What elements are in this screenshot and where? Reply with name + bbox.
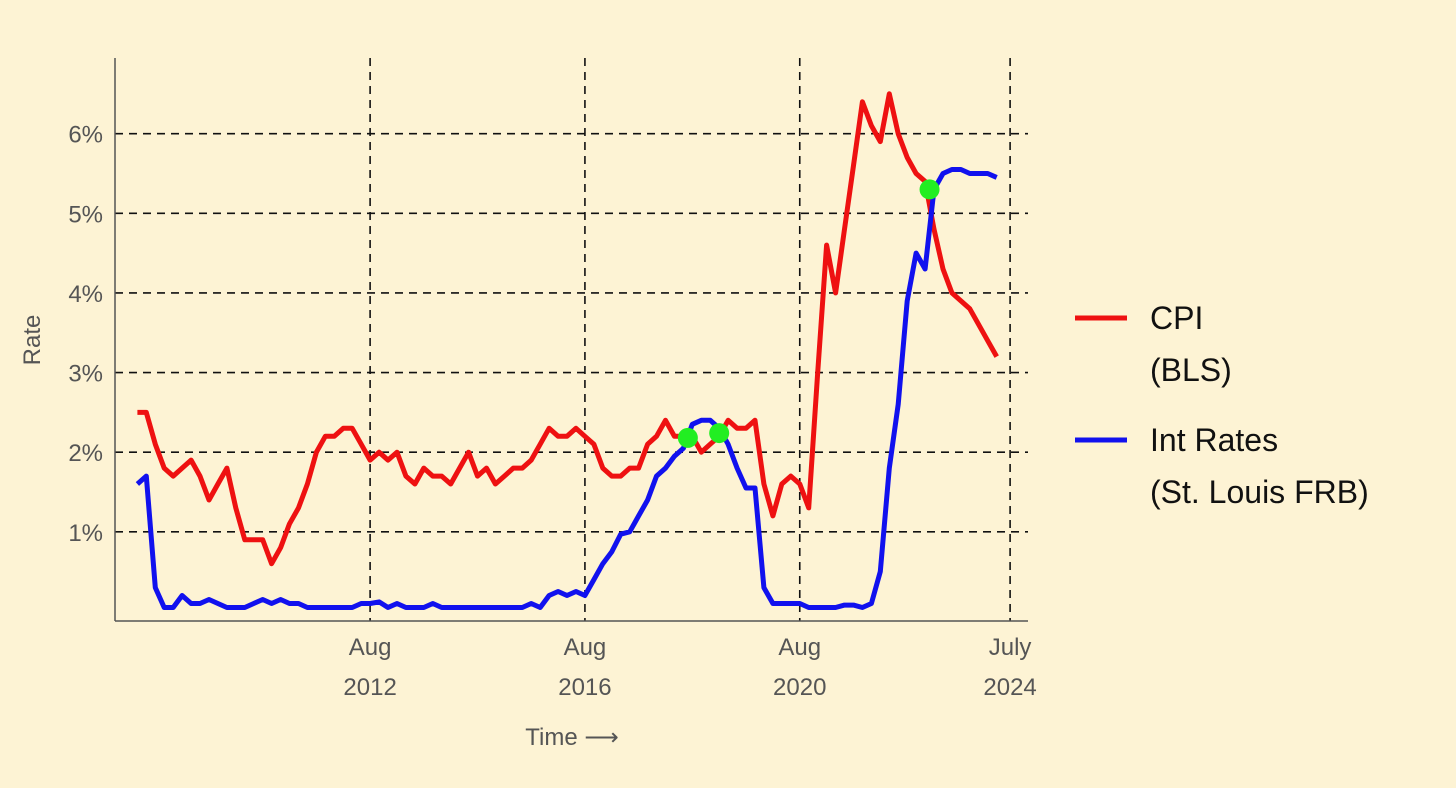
y-tick-label: 1% [68,520,103,547]
x-tick-label: July 2024 [983,634,1036,701]
y-tick-label: 2% [68,440,103,467]
crossing-point [709,423,730,444]
x-tick-label: Aug 2012 [343,634,396,701]
series-line [135,167,998,610]
series-line [137,91,999,567]
crossing-point [919,179,940,200]
y-tick-label: 5% [68,201,103,228]
x-tick-label: Aug 2016 [558,634,611,701]
legend-label: Int Rates (St. Louis FRB) [1150,422,1369,510]
y-tick-label: 3% [68,361,103,388]
x-axis-label: Time ⟶ [525,724,619,751]
legend-label: CPI (BLS) [1150,300,1232,388]
y-tick-label: 4% [68,281,103,308]
crossing-point [677,427,698,448]
y-tick-label: 6% [68,122,103,149]
y-axis-label: Rate [19,315,46,366]
x-tick-label: Aug 2020 [773,634,826,701]
